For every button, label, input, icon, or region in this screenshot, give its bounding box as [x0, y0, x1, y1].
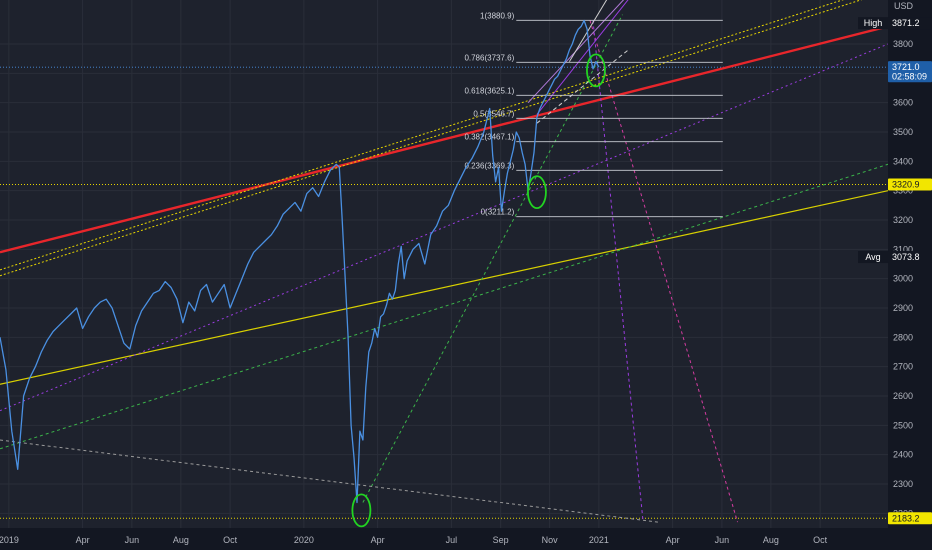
x-tick-label: Apr	[371, 535, 385, 545]
trend-line	[536, 0, 629, 115]
price-series-line	[0, 19, 600, 504]
price-tag-label: High	[864, 18, 883, 28]
y-tick-label: 2500	[893, 420, 913, 430]
price-tag-label-bg	[858, 17, 888, 30]
trend-line	[568, 0, 608, 62]
y-tick-label: 3600	[893, 98, 913, 108]
y-tick-label: 2600	[893, 391, 913, 401]
trend-line	[0, 439, 658, 523]
highlight-circle	[586, 53, 606, 88]
y-tick-label: 3500	[893, 127, 913, 137]
x-tick-label: Aug	[173, 535, 189, 545]
fib-level-label: 0.618(3625.1)	[464, 86, 514, 95]
fib-level-label: 1(3880.9)	[480, 11, 515, 20]
x-tick-label: Nov	[542, 535, 559, 545]
x-tick-label: Sep	[493, 535, 509, 545]
x-tick-label: 2021	[589, 535, 609, 545]
highlight-circle	[351, 493, 372, 528]
price-tag-bg	[888, 17, 932, 30]
y-tick-label: 2400	[893, 450, 913, 460]
highlight-circle	[527, 175, 547, 210]
trend-line	[0, 0, 863, 277]
y-tick-label: 3800	[893, 39, 913, 49]
price-tag-bg	[888, 251, 932, 264]
trend-line	[536, 49, 629, 124]
y-tick-label: 2900	[893, 303, 913, 313]
y-tick-label: 2700	[893, 362, 913, 372]
price-tag-label-bg	[858, 251, 888, 264]
fib-level-label: 0.382(3467.1)	[464, 133, 514, 142]
price-tag-value: 3721.0	[892, 62, 920, 72]
x-tick-label: Oct	[223, 535, 238, 545]
price-tag-bg	[888, 512, 932, 525]
x-tick-label: 2020	[294, 535, 314, 545]
currency-label: USD	[894, 1, 914, 11]
price-tag-bg	[888, 61, 932, 74]
price-tag-value: 02:58:09	[892, 71, 927, 81]
trend-line	[0, 43, 888, 412]
price-axis-panel	[888, 0, 932, 550]
x-tick-label: Jun	[715, 535, 730, 545]
price-tag-bg	[888, 178, 932, 191]
fib-level-label: 0.786(3737.6)	[464, 53, 514, 62]
x-tick-label: Apr	[666, 535, 680, 545]
x-tick-label: Jul	[446, 535, 458, 545]
fib-level-label: 0.5(3546.7)	[473, 109, 514, 118]
y-tick-label: 3100	[893, 244, 913, 254]
trend-line	[0, 25, 888, 254]
trend-line	[0, 0, 844, 271]
price-tag-value: 3871.2	[892, 18, 920, 28]
y-tick-label: 3000	[893, 274, 913, 284]
trend-line	[362, 14, 623, 503]
x-tick-label: Jun	[125, 535, 140, 545]
price-tag-value: 3073.8	[892, 252, 920, 262]
time-axis-panel	[0, 528, 888, 550]
fib-level-label: 0.236(3369.3)	[464, 161, 514, 170]
trend-line	[592, 20, 644, 523]
price-tag-value: 3320.9	[892, 180, 920, 190]
y-tick-label: 3300	[893, 186, 913, 196]
x-tick-label: 2019	[0, 535, 19, 545]
fib-level-label: 0(3211.2)	[481, 208, 515, 217]
y-tick-label: 2800	[893, 332, 913, 342]
trend-line	[527, 0, 625, 104]
y-tick-label: 3200	[893, 215, 913, 225]
y-tick-label: 3400	[893, 156, 913, 166]
price-tag-value: 2183.2	[892, 513, 920, 523]
y-tick-label: 2300	[893, 479, 913, 489]
x-tick-label: Oct	[813, 535, 828, 545]
x-tick-label: Aug	[763, 535, 779, 545]
trend-line	[0, 190, 888, 385]
x-tick-label: Apr	[76, 535, 90, 545]
price-tag-bg	[888, 70, 932, 83]
price-tag-label: Avg	[865, 252, 880, 262]
